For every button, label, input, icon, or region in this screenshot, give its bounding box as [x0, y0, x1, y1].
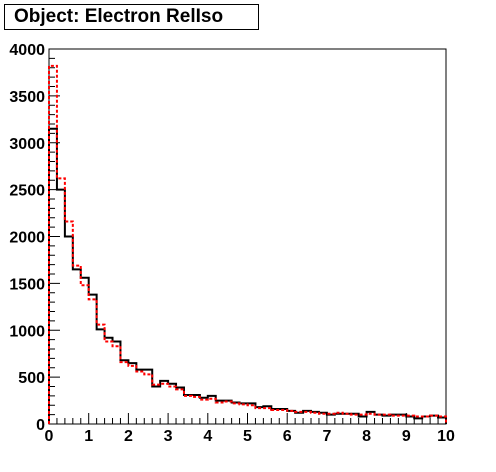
histogram-bin	[351, 415, 359, 424]
histogram-bin	[359, 415, 367, 424]
x-tick-label: 7	[322, 428, 331, 445]
histogram-line	[48, 64, 447, 424]
histogram-bin	[311, 413, 319, 424]
histogram-bin	[81, 285, 89, 424]
histogram-series	[48, 64, 447, 425]
x-tick-label: 9	[402, 428, 411, 445]
x-tick-label: 3	[164, 428, 173, 445]
histogram-bin	[375, 415, 383, 424]
histogram-bin	[319, 414, 327, 424]
histogram-bin	[382, 415, 390, 424]
histogram-bin	[406, 416, 414, 424]
x-tick-label: 4	[203, 428, 212, 445]
histogram-bin	[303, 412, 311, 424]
histogram-bin	[192, 397, 200, 424]
histogram-bin	[128, 366, 136, 424]
histogram-bin	[113, 346, 121, 424]
y-tick-label: 3000	[9, 136, 45, 153]
chart-title: Object: Electron RelIso	[4, 4, 259, 30]
x-tick-label: 1	[84, 428, 93, 445]
histogram-bin	[414, 417, 422, 425]
histogram-bin	[89, 299, 97, 424]
tick-labels: 0 1 2 3 4 5 6 7 8 9 10 0 500 1000 1500 2000 2500 3000 3500…	[9, 42, 455, 445]
histogram-bin	[49, 66, 57, 424]
histogram-bin	[327, 414, 335, 424]
y-tick-label: 500	[18, 370, 45, 387]
y-tick-label: 3500	[9, 89, 45, 106]
histogram-bin	[422, 417, 430, 425]
histogram-bin	[168, 387, 176, 425]
histogram-bin	[136, 372, 144, 425]
histogram-bin	[144, 374, 152, 424]
x-tick-label: 10	[437, 428, 455, 445]
histogram-bin	[343, 414, 351, 424]
histogram-bin	[232, 403, 240, 424]
y-tick-label: 2500	[9, 183, 45, 200]
x-tick-label: 5	[243, 428, 252, 445]
histogram-bin	[398, 416, 406, 424]
histogram-bin	[224, 402, 232, 425]
series-dashed	[48, 64, 447, 425]
histogram-bin	[367, 414, 375, 424]
histogram-bin	[248, 405, 256, 424]
histogram-bin	[208, 399, 216, 424]
histogram-bin	[240, 404, 248, 424]
histogram-bin	[184, 396, 192, 424]
histogram-bin	[120, 362, 128, 424]
histogram-bin	[279, 410, 287, 424]
y-tick-label: 1000	[9, 323, 45, 340]
histogram-bin	[160, 384, 168, 424]
histogram-bin	[271, 410, 279, 424]
histogram-bin	[73, 266, 81, 424]
histogram-bin	[97, 325, 105, 424]
x-tick-label: 6	[283, 428, 292, 445]
histogram-bin	[255, 408, 263, 424]
histogram-bin	[65, 222, 73, 425]
y-tick-label: 1500	[9, 276, 45, 293]
histogram-bin	[263, 408, 271, 424]
y-tick-label: 4000	[9, 42, 45, 59]
x-tick-label: 0	[45, 428, 54, 445]
histogram-bin	[335, 413, 343, 424]
x-tick-label: 8	[362, 428, 371, 445]
histogram-bin	[430, 416, 438, 424]
histogram-bin	[176, 389, 184, 424]
histogram-bin	[57, 178, 65, 424]
histogram-bin	[295, 412, 303, 424]
histogram-bin	[390, 416, 398, 424]
x-tick-label: 2	[124, 428, 133, 445]
histogram-bin	[438, 417, 446, 425]
y-tick-label: 2000	[9, 230, 45, 247]
histogram-bin	[287, 411, 295, 424]
histogram-bin	[216, 402, 224, 424]
y-tick-label: 0	[36, 417, 45, 434]
histogram-bin	[152, 385, 160, 424]
histogram-bin	[105, 342, 113, 425]
histogram-bin	[200, 400, 208, 424]
